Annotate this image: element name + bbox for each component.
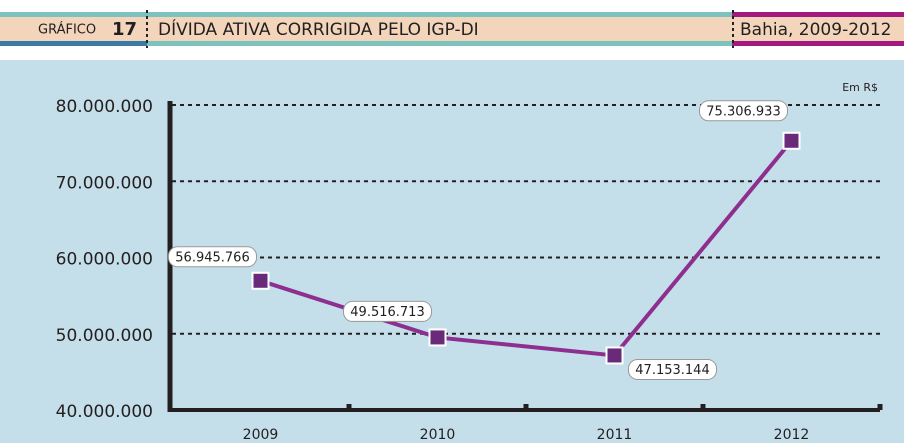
y-tick-label: 60.000.000 [56,250,153,270]
chart-title: DÍVIDA ATIVA CORRIGIDA PELO IGP-DI [158,18,479,40]
header-strip [0,41,147,46]
y-tick-label: 70.000.000 [56,173,153,193]
x-tick-label: 2011 [597,427,633,443]
header-strip [0,12,732,17]
data-label-box [628,358,717,380]
header-strip [732,41,904,46]
data-point [428,328,447,347]
y-tick-label: 50.000.000 [56,326,153,346]
data-label: 56.945.766 [175,250,249,265]
data-label-box [343,300,432,322]
x-tick-label: 2009 [243,427,279,443]
data-label-box [168,246,257,268]
figure-number: 17 [112,19,137,40]
figure-label: GRÁFICO [38,22,96,38]
header-strip [147,41,732,46]
chart-subtitle: Bahia, 2009-2012 [740,20,891,40]
unit-label: Em R$ [842,81,878,94]
data-label-box [699,100,788,122]
y-tick-label: 40.000.000 [56,402,153,422]
header-band [0,12,904,46]
x-tick-label: 2012 [774,427,810,443]
plot-background [0,60,904,443]
data-point [605,346,624,365]
data-label: 49.516.713 [350,305,424,320]
data-label: 47.153.144 [635,363,709,378]
x-tick-label: 2010 [420,427,456,443]
y-tick-label: 80.000.000 [56,97,153,117]
data-point [782,131,801,150]
data-label: 75.306.933 [706,104,780,119]
data-point [251,271,270,290]
header-strip [732,12,904,17]
